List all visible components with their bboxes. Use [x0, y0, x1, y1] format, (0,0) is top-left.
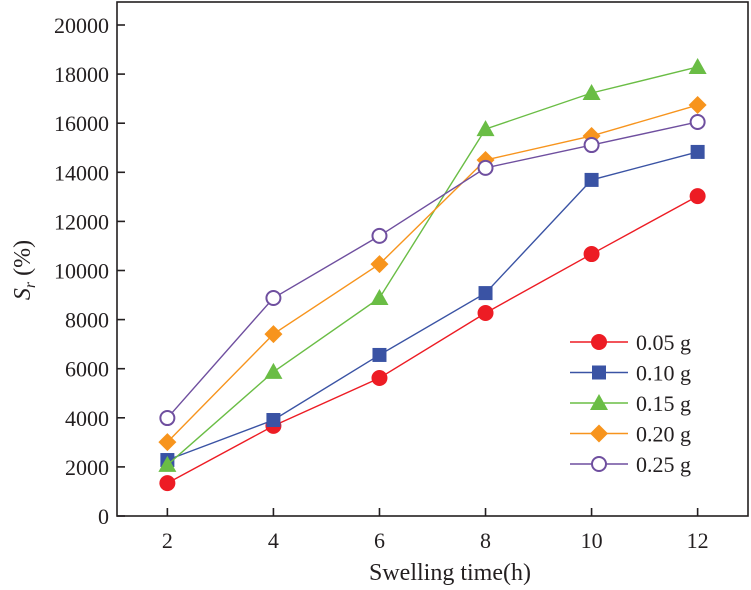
legend-marker — [590, 394, 608, 410]
legend-label: 0.10 g — [636, 361, 691, 386]
data-point — [583, 137, 600, 154]
data-point — [584, 172, 599, 187]
x-tick-label: 12 — [687, 528, 709, 553]
data-point — [582, 84, 601, 101]
data-point — [477, 159, 494, 176]
legend-marker — [591, 456, 607, 472]
y-tick-label: 20000 — [54, 13, 109, 38]
x-tick-label: 2 — [162, 528, 173, 553]
data-point — [688, 57, 707, 74]
series-line — [166, 104, 698, 443]
data-point — [371, 370, 388, 387]
y-tick-label: 6000 — [65, 357, 109, 382]
y-tick-label: 8000 — [65, 308, 109, 333]
y-tick-label: 16000 — [54, 111, 109, 136]
x-axis-label: Swelling time(h) — [369, 560, 531, 585]
x-tick-label: 4 — [268, 528, 279, 553]
data-point — [266, 413, 281, 428]
data-point — [159, 410, 176, 427]
y-tick-label: 4000 — [65, 406, 109, 431]
series-line — [167, 151, 698, 461]
data-point — [583, 246, 600, 263]
series-line — [166, 66, 698, 466]
series-line — [166, 121, 698, 419]
legend-marker — [590, 424, 608, 443]
data-point — [370, 255, 389, 274]
x-tick-label: 10 — [581, 528, 603, 553]
y-axis-label: Sr (%) — [10, 240, 39, 300]
series-line — [167, 195, 698, 484]
data-point — [158, 455, 177, 472]
data-point — [264, 362, 283, 379]
legend-label: 0.20 g — [636, 422, 691, 447]
series-005g — [159, 188, 706, 492]
data-point — [689, 188, 706, 205]
data-point — [478, 286, 493, 301]
y-tick-label: 10000 — [54, 259, 109, 284]
legend-marker — [592, 365, 606, 380]
series-020g — [158, 96, 707, 452]
data-point — [159, 475, 176, 492]
y-tick-label: 12000 — [54, 209, 109, 234]
y-tick-label: 18000 — [54, 62, 109, 87]
data-point — [371, 227, 388, 244]
data-point — [688, 96, 707, 115]
legend-label: 0.05 g — [636, 330, 691, 355]
data-point — [372, 347, 387, 362]
legend-label: 0.15 g — [636, 391, 691, 416]
y-tick-label: 14000 — [54, 160, 109, 185]
data-point — [689, 113, 706, 130]
series-025g — [159, 113, 706, 427]
data-point — [370, 288, 389, 305]
data-point — [690, 144, 705, 159]
plot-frame — [116, 1, 749, 517]
legend-label: 0.25 g — [636, 452, 691, 477]
y-tick-label: 0 — [98, 504, 109, 529]
y-axis-label-unit: (%) — [10, 240, 36, 282]
y-axis-label-main: S — [10, 288, 36, 300]
data-point — [477, 304, 494, 321]
x-tick-label: 6 — [374, 528, 385, 553]
data-point — [158, 433, 177, 452]
data-point — [476, 120, 495, 137]
data-point — [264, 325, 283, 344]
data-point — [265, 289, 282, 306]
y-axis-label-sub: r — [22, 281, 39, 288]
legend-marker — [591, 334, 607, 350]
x-tick-label: 8 — [480, 528, 491, 553]
series-010g — [160, 144, 705, 468]
y-tick-label: 2000 — [65, 455, 109, 480]
series-015g — [158, 57, 707, 472]
